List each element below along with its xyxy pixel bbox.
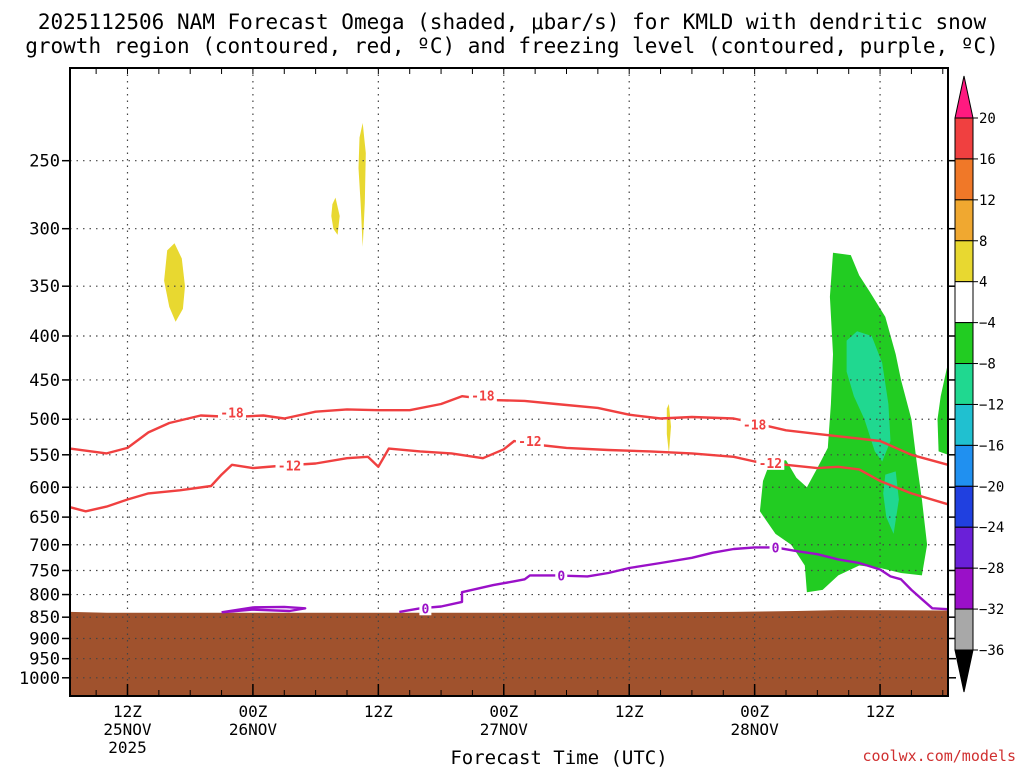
isotherm-label: -12 bbox=[518, 435, 541, 450]
isotherm-label: 0 bbox=[421, 602, 429, 617]
axis-layer: 2503003504004505005506006507007508008509… bbox=[19, 68, 956, 768]
colorbar-label: −20 bbox=[979, 479, 1004, 495]
isotherm--18-line bbox=[69, 395, 949, 466]
colorbar-bottom-arrow bbox=[954, 649, 974, 693]
grid-layer bbox=[70, 68, 948, 696]
colorbar-swatch bbox=[954, 526, 974, 569]
chart-title-line-2: growth region (contoured, red, ºC) and f… bbox=[25, 34, 999, 58]
isotherm--12-line bbox=[69, 439, 949, 513]
colorbar-top-arrow bbox=[954, 75, 974, 119]
colorbar-label: −28 bbox=[979, 561, 1004, 577]
colorbar-label: −16 bbox=[979, 438, 1004, 454]
isotherm-label-bg bbox=[468, 388, 497, 403]
watermark: coolwx.com/models bbox=[862, 747, 1016, 765]
colorbar-swatch bbox=[954, 240, 974, 283]
colorbar-label: −12 bbox=[979, 397, 1004, 413]
terrain-layer bbox=[70, 610, 948, 696]
x-tick-label: 00Z bbox=[489, 702, 518, 721]
isotherm-label: -12 bbox=[278, 459, 301, 474]
colorbar-swatch bbox=[954, 403, 974, 446]
isotherm-0-line bbox=[221, 605, 307, 614]
y-tick-label: 400 bbox=[29, 327, 60, 347]
isotherm-label: -18 bbox=[743, 418, 767, 433]
colorbar-label: 20 bbox=[979, 111, 996, 127]
x-axis-label: Forecast Time (UTC) bbox=[450, 747, 667, 768]
y-tick-label: 750 bbox=[29, 561, 60, 581]
colorbar-swatch bbox=[954, 117, 974, 160]
y-tick-label: 1000 bbox=[19, 669, 60, 689]
y-tick-label: 600 bbox=[29, 478, 60, 498]
omega-region-4 bbox=[759, 252, 928, 593]
isotherm-label-bg bbox=[756, 455, 785, 470]
colorbar-swatch bbox=[954, 608, 974, 651]
y-tick-label: 250 bbox=[29, 152, 60, 172]
isotherm-0-line bbox=[399, 546, 949, 614]
colorbar-swatch bbox=[954, 322, 974, 365]
y-tick-label: 650 bbox=[29, 508, 60, 528]
x-tick-date: 27NOV bbox=[480, 720, 529, 739]
y-tick-label: 700 bbox=[29, 536, 60, 556]
isotherm-label-bg bbox=[515, 433, 544, 448]
x-tick-year: 2025 bbox=[108, 738, 147, 757]
colorbar-swatch bbox=[954, 444, 974, 487]
isotherm-label-bg bbox=[419, 601, 432, 616]
colorbar-label: 8 bbox=[979, 234, 987, 250]
isotherm-label: 0 bbox=[772, 541, 780, 556]
plot-frame bbox=[69, 67, 949, 697]
omega-layer bbox=[164, 123, 948, 593]
x-tick-label: 12Z bbox=[113, 702, 142, 721]
colorbar-swatch bbox=[954, 158, 974, 201]
isotherm-label: -18 bbox=[471, 389, 495, 404]
colorbar-swatch bbox=[954, 485, 974, 528]
y-tick-label: 350 bbox=[29, 277, 60, 297]
x-tick-date: 26NOV bbox=[229, 720, 278, 739]
omega-region-3 bbox=[666, 404, 671, 454]
colorbar-swatch bbox=[954, 281, 974, 324]
omega-region-6 bbox=[846, 331, 891, 462]
y-tick-label: 500 bbox=[29, 410, 60, 430]
x-tick-date: 25NOV bbox=[103, 720, 152, 739]
y-tick-label: 300 bbox=[29, 220, 60, 240]
colorbar: 20 16 12 8 4 −4 −8 −12 −16 −20 −24 −28 −32 −36 bbox=[954, 75, 1004, 693]
y-tick-label: 900 bbox=[29, 629, 60, 649]
x-tick-label: 00Z bbox=[238, 702, 267, 721]
colorbar-label: −32 bbox=[979, 602, 1004, 618]
colorbar-label: −4 bbox=[979, 316, 996, 332]
isotherm-label-bg bbox=[275, 458, 304, 473]
colorbar-swatch bbox=[954, 567, 974, 610]
chart-title-line-1: 2025112506 NAM Forecast Omega (shaded, μ… bbox=[37, 10, 987, 34]
isotherm-label: -18 bbox=[220, 406, 244, 421]
isotherm-label: 0 bbox=[557, 569, 565, 584]
colorbar-label: −24 bbox=[979, 520, 1004, 536]
y-tick-label: 950 bbox=[29, 650, 60, 670]
isotherm-label-bg bbox=[769, 540, 782, 555]
y-tick-label: 450 bbox=[29, 371, 60, 391]
omega-region-1 bbox=[331, 197, 340, 235]
isotherm-label: -12 bbox=[759, 457, 782, 472]
colorbar-swatch bbox=[954, 199, 974, 242]
colorbar-label: 16 bbox=[979, 152, 996, 168]
x-tick-label: 12Z bbox=[615, 702, 644, 721]
x-tick-label: 12Z bbox=[866, 702, 895, 721]
colorbar-label: 12 bbox=[979, 193, 996, 209]
x-tick-date: 28NOV bbox=[731, 720, 780, 739]
colorbar-label: 4 bbox=[979, 275, 987, 291]
y-tick-label: 550 bbox=[29, 446, 60, 466]
colorbar-swatch bbox=[954, 363, 974, 405]
y-tick-label: 800 bbox=[29, 586, 60, 606]
colorbar-label: −36 bbox=[979, 643, 1004, 659]
x-tick-label: 12Z bbox=[364, 702, 393, 721]
omega-region-2 bbox=[358, 123, 366, 247]
isotherm-label-bg bbox=[740, 417, 769, 432]
y-tick-label: 850 bbox=[29, 608, 60, 628]
isotherm-label-bg bbox=[218, 405, 247, 420]
omega-region-0 bbox=[164, 243, 185, 322]
x-tick-label: 00Z bbox=[740, 702, 769, 721]
terrain-area bbox=[70, 610, 948, 696]
isotherm-label-bg bbox=[555, 568, 568, 583]
colorbar-label: −8 bbox=[979, 357, 996, 373]
omega-region-5 bbox=[937, 363, 948, 455]
contour-layer: -18 -18 -18 -12 -12 -12 0 0 0 bbox=[69, 388, 949, 617]
